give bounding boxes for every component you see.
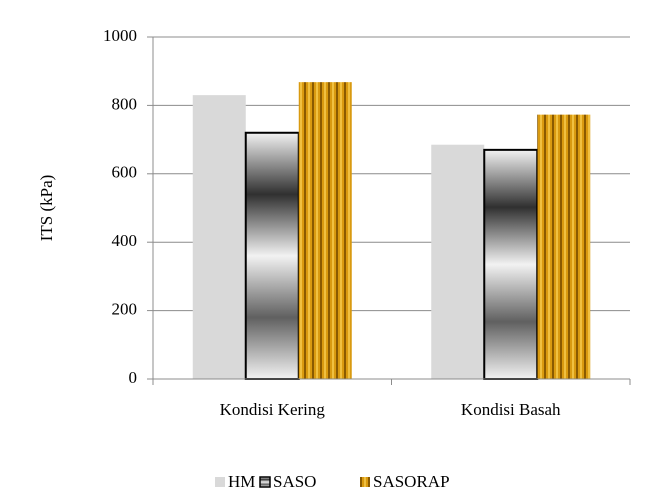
x-tick-label: Kondisi Basah [461,400,561,419]
legend-marker [259,476,271,488]
y-tick-label: 800 [112,94,138,113]
y-tick-label: 200 [112,300,138,319]
bar [483,148,539,380]
bar [192,95,246,379]
legend-marker [360,477,370,487]
legend-label: SASORAP [373,472,450,491]
y-tick-label: 400 [112,231,138,250]
bar [244,131,300,380]
y-tick-label: 0 [129,368,138,387]
y-tick-label: 600 [112,163,138,182]
bar [298,82,352,380]
legend-label: SASO [273,472,316,491]
y-tick-label: 1000 [103,26,137,45]
bar [431,144,485,379]
y-axis-title: ITS (kPa) [37,175,56,242]
legend-marker [215,477,225,487]
x-tick-label: Kondisi Kering [220,400,326,419]
bar [537,114,591,379]
legend-label: HM [228,472,255,491]
